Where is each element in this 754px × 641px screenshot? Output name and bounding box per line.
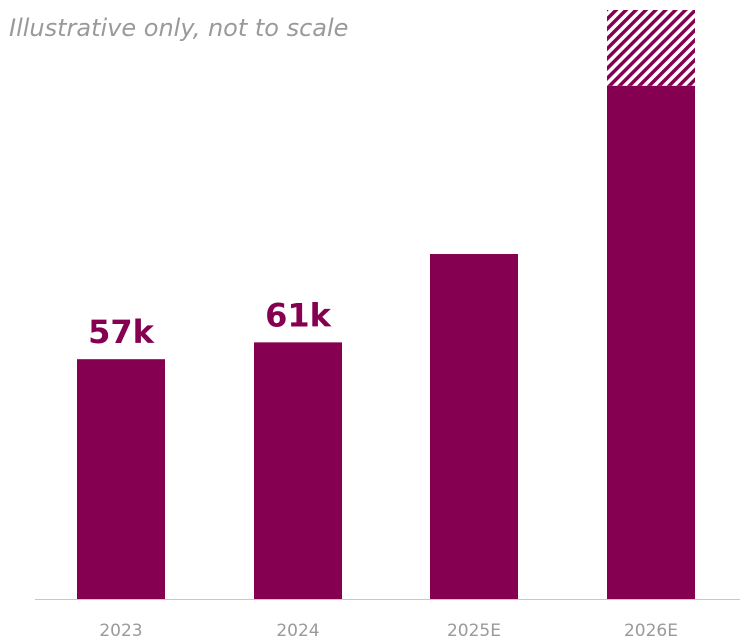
bar-upside-2026e bbox=[607, 10, 695, 86]
illustrative-note: Illustrative only, not to scale bbox=[9, 14, 349, 42]
bar-2025e bbox=[430, 254, 518, 599]
bar-2026e bbox=[607, 85, 695, 599]
x-tick-label-2025e: 2025E bbox=[447, 621, 501, 641]
x-tick-label-2023: 2023 bbox=[99, 621, 142, 641]
bar-2024 bbox=[254, 342, 342, 599]
x-tick-label-2024: 2024 bbox=[276, 621, 319, 641]
bars-group bbox=[77, 10, 695, 599]
x-axis-labels: 2023 2024 2025E 2026E bbox=[99, 621, 678, 641]
data-labels: 57k 61k bbox=[88, 296, 332, 351]
data-label-2023: 57k bbox=[88, 313, 155, 351]
x-tick-label-2026e: 2026E bbox=[624, 621, 678, 641]
data-label-2024: 61k bbox=[265, 296, 332, 334]
bar-2023 bbox=[77, 359, 165, 599]
